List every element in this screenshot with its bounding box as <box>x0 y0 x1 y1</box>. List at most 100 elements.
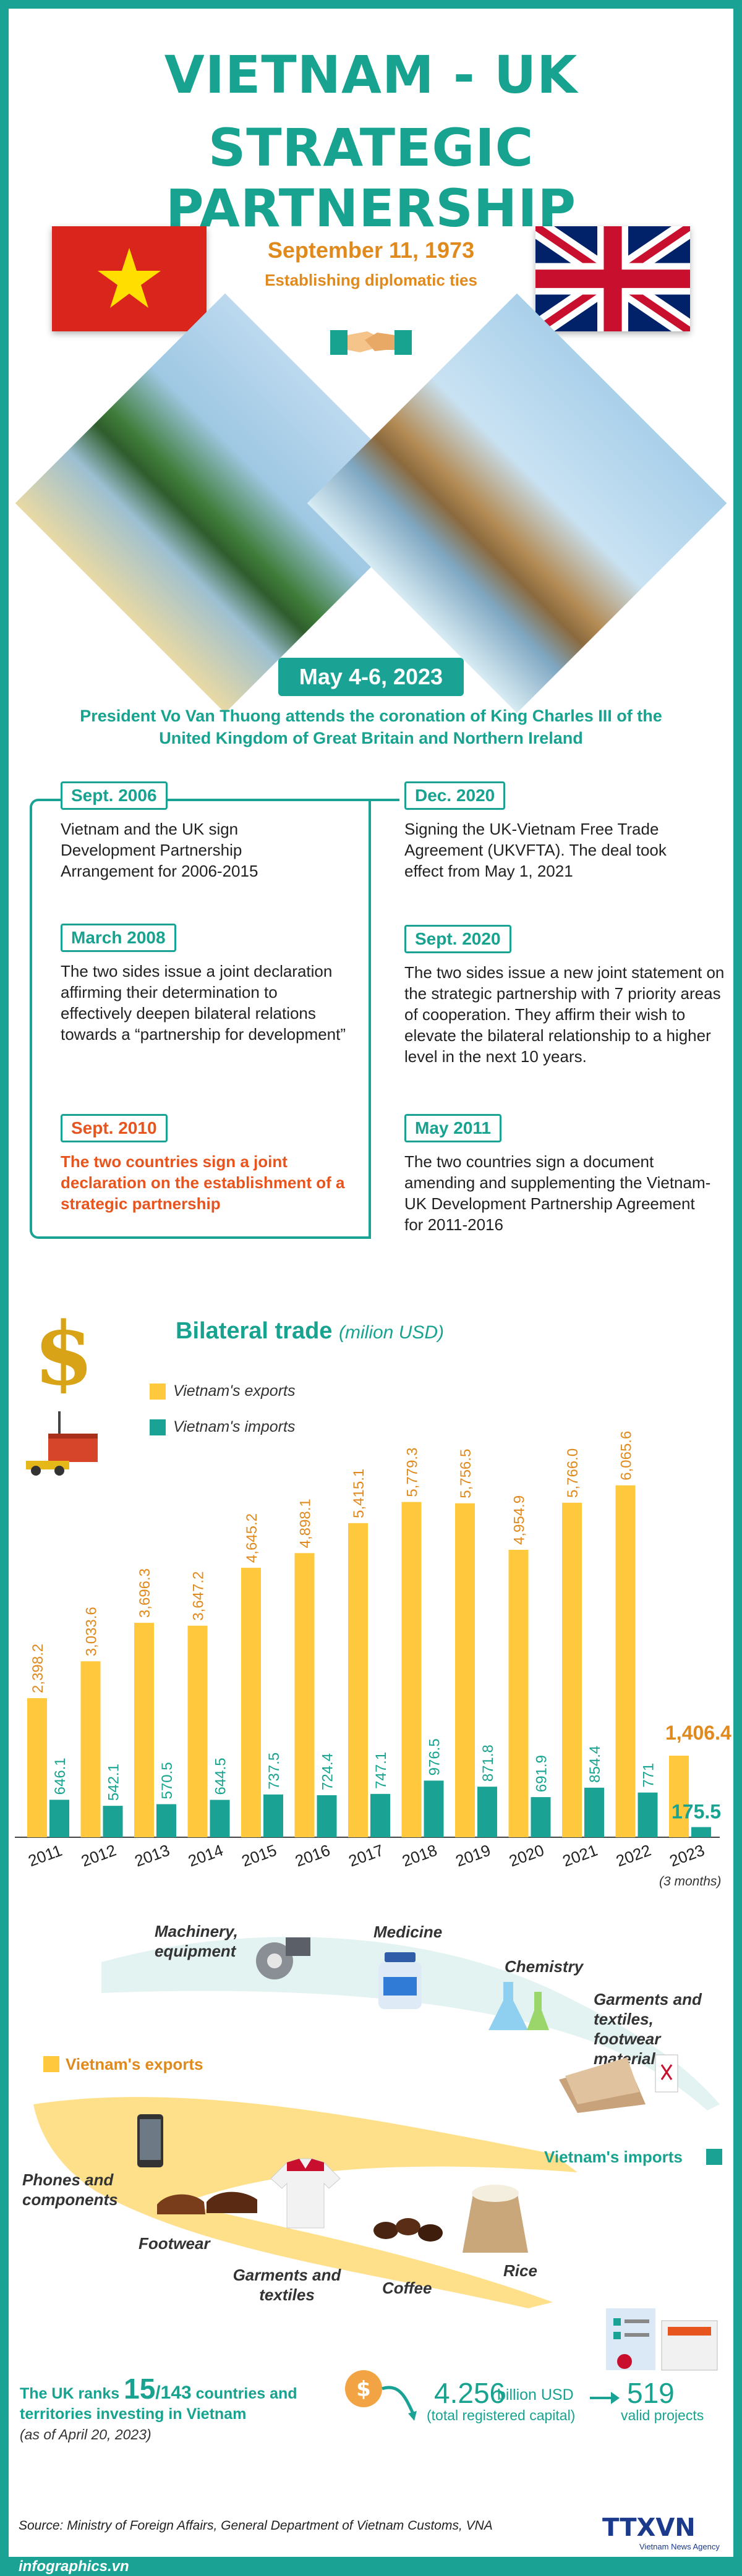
trade-title-text: Bilateral trade <box>176 1318 333 1344</box>
timeline-text-sept-2006: Vietnam and the UK sign Development Part… <box>61 820 258 880</box>
import-bar-2013 <box>156 1804 176 1837</box>
year-label-2021: 2021 <box>560 1841 600 1871</box>
imports-section-label: Vietnam's imports <box>544 2148 683 2166</box>
timeline-date-sept-2006: Sept. 2006 <box>61 781 168 810</box>
import-bar-2023 <box>691 1827 711 1837</box>
rank-prefix: The UK ranks <box>20 2385 120 2402</box>
export-value-2023: 1,406.4 <box>665 1722 731 1744</box>
machinery-icon <box>250 1931 318 1987</box>
year-label-2022: 2022 <box>613 1841 654 1871</box>
import-machinery-label: Machinery, equipment <box>155 1922 238 1960</box>
timeline-date-dec-2020: Dec. 2020 <box>404 781 506 810</box>
export-footwear-label: Footwear <box>139 2234 210 2253</box>
shirt-icon <box>268 2156 343 2230</box>
shoes-icon <box>155 2180 260 2223</box>
export-bar-2011 <box>27 1698 47 1837</box>
coffee-icon <box>371 2208 445 2251</box>
projects-value: 519 <box>627 2377 675 2409</box>
svg-text:$: $ <box>33 1313 93 1393</box>
import-bar-2022 <box>638 1792 658 1837</box>
year-label-2017: 2017 <box>346 1841 386 1871</box>
phone-icon <box>135 2113 166 2169</box>
export-bar-2017 <box>348 1523 368 1837</box>
capital-unit: billion USD <box>497 2386 574 2404</box>
year-label-2014: 2014 <box>186 1841 226 1871</box>
year-label-2019: 2019 <box>453 1841 493 1871</box>
import-medicine-label: Medicine <box>373 1923 443 1941</box>
footer-bar: infographics.vn <box>9 2557 733 2576</box>
imports-ribbon <box>101 1937 720 2111</box>
import-bar-2015 <box>263 1794 283 1837</box>
export-rice-label: Rice <box>503 2261 537 2280</box>
year-label-2023: 2023 <box>667 1841 707 1871</box>
year-2023-note: (3 months) <box>659 1874 721 1889</box>
export-bar-2016 <box>294 1553 315 1837</box>
export-bar-2013 <box>134 1623 154 1837</box>
export-value-2018: 5,779.3 <box>404 1448 421 1497</box>
import-bar-2014 <box>210 1800 230 1837</box>
legend-exports-swatch <box>150 1384 166 1400</box>
rank-value: 15 <box>124 2373 156 2405</box>
import-value-2023: 175.5 <box>672 1801 721 1823</box>
export-value-2012: 3,033.6 <box>83 1607 100 1656</box>
import-value-2017: 747.1 <box>373 1752 390 1789</box>
export-value-2021: 5,766.0 <box>565 1448 581 1498</box>
coronation-date-badge: May 4-6, 2023 <box>278 658 464 696</box>
import-value-2019: 871.8 <box>480 1745 497 1782</box>
import-value-2020: 691.9 <box>534 1755 550 1792</box>
container-crane-icon <box>23 1409 110 1477</box>
chemistry-icon <box>485 1979 553 2035</box>
timeline-connector-top <box>369 799 399 801</box>
year-label-2011: 2011 <box>26 1841 65 1870</box>
legend-imports-label: Vietnam's imports <box>173 1418 296 1435</box>
rank-as-of: (as of April 20, 2023) <box>20 2426 151 2442</box>
export-value-2017: 5,415.1 <box>351 1469 367 1518</box>
year-label-2018: 2018 <box>399 1841 440 1871</box>
exports-section-swatch <box>43 2056 59 2072</box>
timeline-text-march-2008: The two sides issue a joint declaration … <box>61 962 346 1044</box>
export-bar-2015 <box>241 1568 261 1837</box>
export-bar-2019 <box>455 1503 475 1837</box>
footer-site: infographics.vn <box>19 2558 129 2575</box>
year-label-2012: 2012 <box>79 1841 119 1871</box>
export-bar-2022 <box>615 1485 636 1837</box>
export-garments-label: Garments and textiles <box>232 2266 341 2304</box>
year-label-2016: 2016 <box>292 1841 333 1871</box>
export-value-2015: 4,645.2 <box>244 1513 260 1563</box>
import-value-2018: 976.5 <box>427 1738 443 1775</box>
uk-flag-icon <box>529 217 696 341</box>
export-bar-2020 <box>508 1550 529 1837</box>
import-value-2021: 854.4 <box>587 1746 603 1783</box>
export-phones-label: Phones and components <box>22 2170 118 2209</box>
svg-text:$: $ <box>356 2377 371 2402</box>
diplomatic-ties-date: September 11, 1973 <box>267 237 475 263</box>
checklist-icon <box>600 2302 723 2376</box>
import-bar-2011 <box>49 1800 69 1837</box>
rank-suffix: countries and territories investing in V… <box>20 2385 297 2423</box>
coronation-text: President Vo Van Thuong attends the coro… <box>80 707 662 747</box>
export-bar-2012 <box>80 1661 101 1837</box>
legend-imports-swatch <box>150 1419 166 1435</box>
export-bar-2021 <box>562 1502 582 1837</box>
capital-description: (total registered capital) <box>427 2407 576 2423</box>
timeline-date-may-2011: May 2011 <box>404 1114 501 1142</box>
import-garments-label: Garments and textiles, footwear material… <box>594 1990 702 2068</box>
bilateral-trade-chart: 2,398.2 646.1 2011 3,033.6 542.1 2012 3,696.3 5… <box>15 1431 731 1889</box>
projects-description: valid projects <box>621 2407 704 2423</box>
import-value-2014: 644.5 <box>213 1758 229 1795</box>
exports-section-label: Vietnam's exports <box>66 2055 203 2073</box>
import-bar-2020 <box>531 1797 551 1837</box>
rice-sack-icon <box>455 2179 535 2259</box>
import-value-2022: 771 <box>641 1763 657 1788</box>
timeline-date-sept-2010: Sept. 2010 <box>61 1114 168 1142</box>
medicine-icon <box>372 1950 428 2012</box>
import-bar-2019 <box>477 1787 497 1837</box>
handshake-icon <box>330 318 412 367</box>
year-label-2013: 2013 <box>132 1841 173 1871</box>
vietnam-flag-icon <box>52 226 207 331</box>
year-label-2015: 2015 <box>239 1841 279 1871</box>
exports-ribbon <box>33 2097 578 2308</box>
export-bar-2023 <box>669 1756 689 1837</box>
export-bar-2014 <box>187 1625 208 1837</box>
